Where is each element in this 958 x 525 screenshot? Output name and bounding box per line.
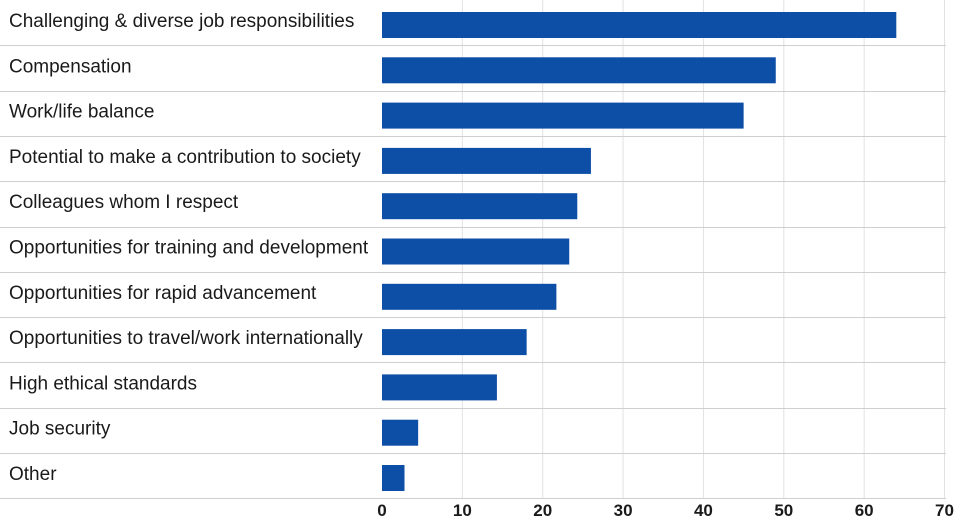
category-label: Job security [9,419,111,440]
bar-opportunities-for-rapid-advancement [382,283,557,310]
category-label: Opportunities to travel/work internation… [9,328,363,349]
x-tick-label: 40 [694,501,713,520]
x-axis-ticks: 0 10 20 30 40 50 60 70 [377,501,954,520]
category-label: Other [9,464,57,485]
bar-work-life-balance [382,102,744,129]
x-tick-label: 0 [377,501,386,520]
bar-high-ethical-standards [382,374,497,401]
row-separators [0,45,946,499]
category-label: High ethical standards [9,373,197,394]
x-tick-label: 10 [453,501,472,520]
category-label: Colleagues whom I respect [9,192,239,213]
bar-potential-to-make-a-contribution-to-society [382,147,591,174]
category-label: Challenging & diverse job responsibiliti… [9,11,354,32]
category-label: Opportunities for rapid advancement [9,283,317,304]
bar-opportunities-to-travel-work-internationally [382,329,527,356]
category-label: Potential to make a contribution to soci… [9,147,361,168]
bar-challenging-diverse-job-responsibilities [382,12,897,38]
x-tick-label: 20 [533,501,552,520]
bar-other [382,465,405,491]
category-labels: Challenging & diverse job responsibiliti… [9,11,369,485]
x-tick-label: 60 [855,501,874,520]
bar-compensation [382,57,776,84]
bar-job-security [382,419,419,446]
x-tick-label: 30 [614,501,633,520]
bar-colleagues-whom-i-respect [382,193,578,220]
category-label: Opportunities for training and developme… [9,238,369,259]
x-tick-label: 50 [774,501,793,520]
bar-opportunities-for-training-and-development [382,238,570,265]
category-label: Work/life balance [9,102,154,123]
category-label: Compensation [9,56,132,77]
x-tick-label: 70 [935,501,954,520]
bars [382,12,897,491]
